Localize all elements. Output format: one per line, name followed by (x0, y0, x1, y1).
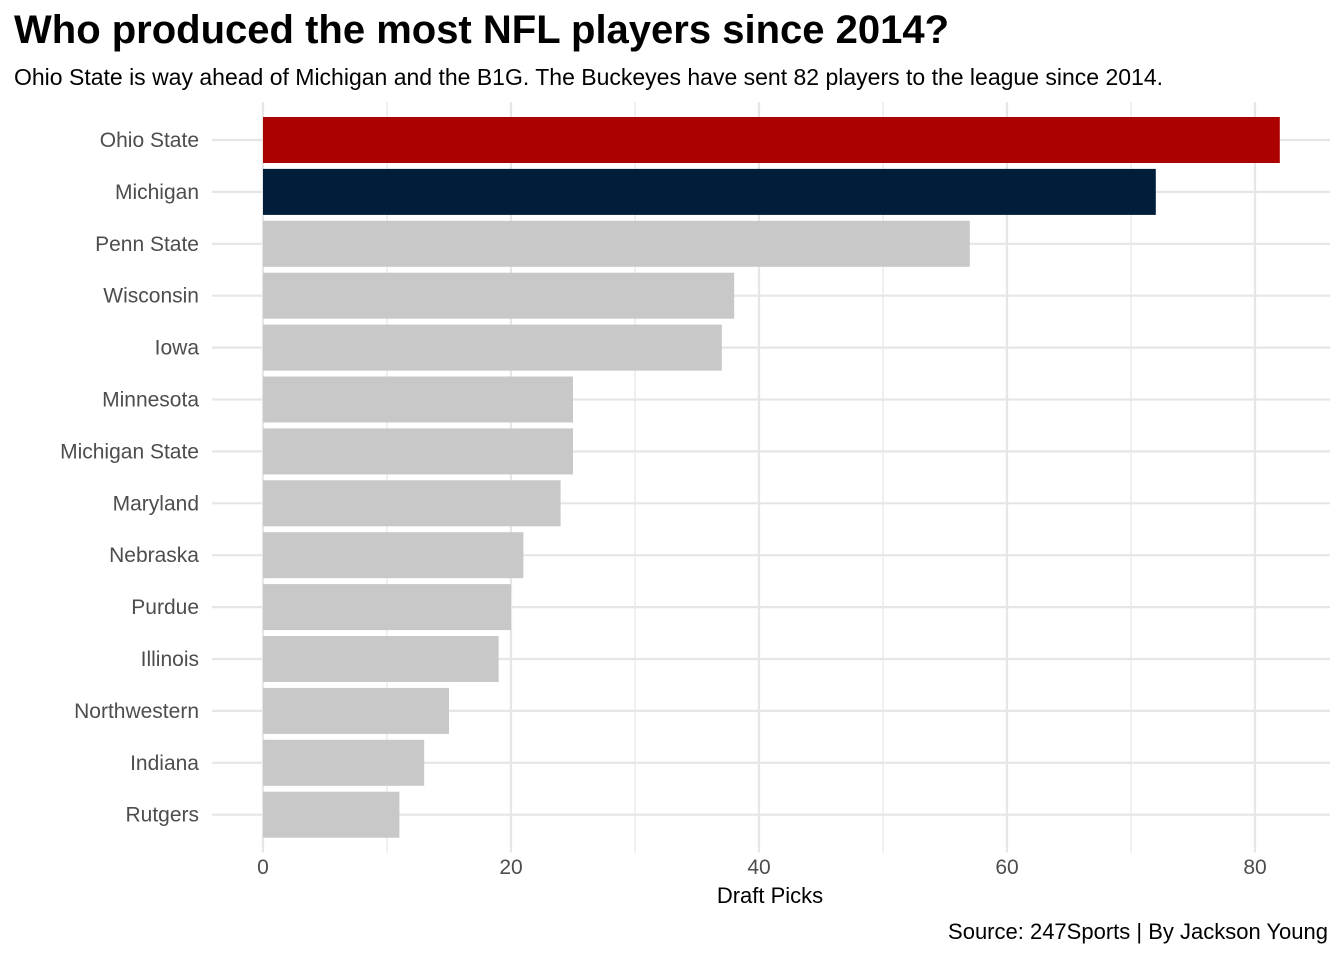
bars (263, 117, 1280, 838)
y-tick-label-iowa: Iowa (155, 337, 200, 360)
y-tick-label-illinois: Illinois (141, 648, 199, 671)
chart-caption: Source: 247Sports | By Jackson Young (948, 919, 1328, 944)
y-tick-label-penn-state: Penn State (95, 233, 199, 256)
y-tick-label-indiana: Indiana (130, 752, 199, 775)
x-tick-label: 0 (257, 856, 269, 879)
y-tick-label-rutgers: Rutgers (125, 804, 199, 827)
bar-northwestern (263, 687, 449, 734)
y-tick-label-michigan: Michigan (115, 181, 199, 204)
bar-nebraska (263, 532, 524, 579)
chart-title: Who produced the most NFL players since … (14, 8, 950, 52)
y-axis-tick-labels: Ohio State Michigan Penn State Wisconsin Iow… (60, 129, 199, 827)
bar-penn-state (263, 220, 970, 267)
bar-maryland (263, 480, 561, 527)
bar-rutgers (263, 791, 400, 838)
y-tick-label-wisconsin: Wisconsin (103, 285, 199, 308)
bar-minnesota (263, 376, 573, 423)
x-axis-tick-labels: 0 20 40 60 80 (257, 856, 1267, 879)
bar-michigan-state (263, 428, 573, 475)
x-tick-label: 20 (499, 856, 522, 879)
chart-subtitle: Ohio State is way ahead of Michigan and … (14, 64, 1164, 90)
bar-iowa (263, 324, 722, 371)
bar-wisconsin (263, 272, 735, 319)
y-tick-label-purdue: Purdue (131, 596, 199, 619)
y-tick-label-northwestern: Northwestern (74, 700, 199, 723)
bar-illinois (263, 636, 499, 682)
y-tick-label-ohio-state: Ohio State (100, 129, 199, 152)
y-tick-label-maryland: Maryland (113, 492, 199, 515)
y-tick-label-minnesota: Minnesota (102, 389, 199, 412)
bar-ohio-state (263, 117, 1280, 163)
x-axis-label: Draft Picks (717, 883, 823, 908)
x-tick-label: 60 (995, 856, 1018, 879)
y-tick-label-nebraska: Nebraska (109, 544, 199, 567)
x-tick-label: 80 (1243, 856, 1266, 879)
y-tick-label-michigan-state: Michigan State (60, 440, 199, 463)
x-tick-label: 40 (747, 856, 770, 879)
bar-purdue (263, 584, 511, 631)
bar-michigan (263, 168, 1156, 215)
bar-indiana (263, 739, 425, 786)
